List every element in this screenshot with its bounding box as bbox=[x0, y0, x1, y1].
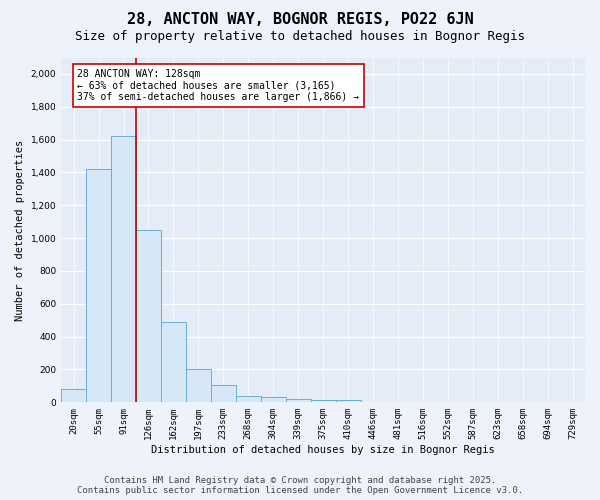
Bar bbox=[61, 389, 86, 402]
Bar bbox=[311, 400, 335, 402]
Bar bbox=[211, 385, 236, 402]
Bar bbox=[86, 169, 111, 402]
Bar bbox=[186, 368, 211, 402]
Text: Contains HM Land Registry data © Crown copyright and database right 2025.
Contai: Contains HM Land Registry data © Crown c… bbox=[77, 476, 523, 495]
Text: 28 ANCTON WAY: 128sqm
← 63% of detached houses are smaller (3,165)
37% of semi-d: 28 ANCTON WAY: 128sqm ← 63% of detached … bbox=[77, 69, 359, 102]
Bar bbox=[161, 322, 186, 402]
Y-axis label: Number of detached properties: Number of detached properties bbox=[15, 140, 25, 320]
Bar bbox=[335, 400, 361, 402]
Bar bbox=[136, 230, 161, 402]
Text: 28, ANCTON WAY, BOGNOR REGIS, PO22 6JN: 28, ANCTON WAY, BOGNOR REGIS, PO22 6JN bbox=[127, 12, 473, 28]
Bar bbox=[261, 398, 286, 402]
Bar bbox=[236, 396, 261, 402]
Bar bbox=[286, 399, 311, 402]
X-axis label: Distribution of detached houses by size in Bognor Regis: Distribution of detached houses by size … bbox=[151, 445, 495, 455]
Bar bbox=[111, 136, 136, 402]
Text: Size of property relative to detached houses in Bognor Regis: Size of property relative to detached ho… bbox=[75, 30, 525, 43]
